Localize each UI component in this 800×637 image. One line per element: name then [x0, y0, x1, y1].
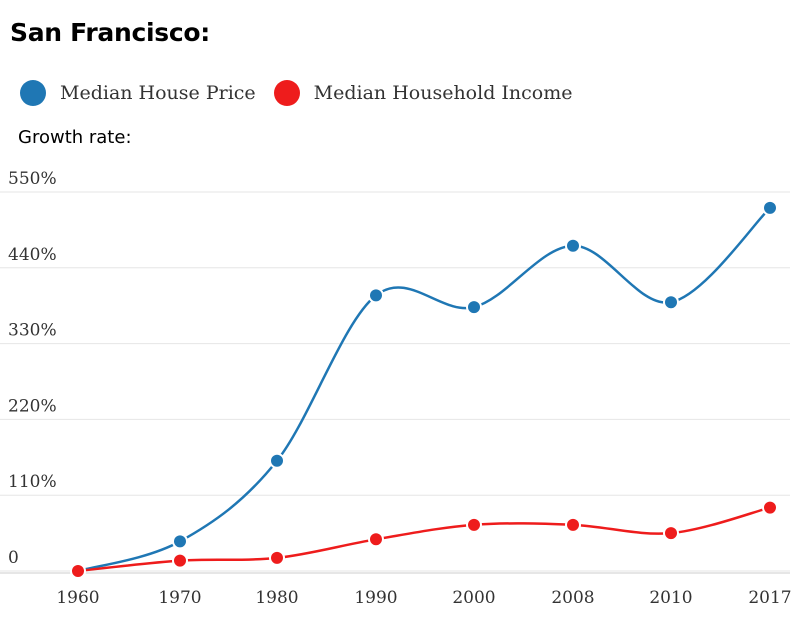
data-point-household-income	[565, 516, 581, 533]
x-tick-label: 2010	[649, 588, 692, 608]
legend-label-house: Median House Price	[60, 82, 256, 104]
y-axis-title: Growth rate:	[18, 127, 132, 148]
y-tick-label: 110%	[8, 472, 57, 492]
x-tick-label: 1990	[354, 588, 397, 608]
legend-item-income: Median Household Income	[273, 80, 573, 106]
data-point-household-income	[70, 563, 86, 579]
data-point-household-income	[466, 516, 482, 533]
x-tick-label: 2017	[748, 588, 791, 608]
y-tick-label: 220%	[8, 396, 57, 416]
legend: Median House Price Median Household Inco…	[20, 80, 590, 106]
x-tick-label: 1970	[158, 588, 201, 608]
chart-title: San Francisco:	[10, 18, 210, 47]
data-point-house-price	[565, 237, 581, 254]
data-point-household-income	[762, 499, 778, 516]
data-point-household-income	[368, 531, 384, 548]
y-tick-label: 440%	[8, 245, 57, 265]
legend-item-house: Median House Price	[20, 80, 256, 106]
y-tick-label: 0	[8, 548, 19, 568]
x-tick-label: 2008	[551, 588, 594, 608]
x-tick-label: 1980	[255, 588, 298, 608]
series-line-house-price	[77, 206, 771, 573]
data-point-household-income	[269, 549, 285, 566]
y-tick-label: 550%	[8, 169, 57, 189]
data-point-house-price	[762, 199, 778, 216]
legend-swatch-income	[273, 80, 300, 106]
data-point-house-price	[663, 294, 679, 311]
data-point-house-price	[269, 452, 285, 469]
data-point-household-income	[663, 525, 679, 542]
y-tick-label: 330%	[8, 321, 57, 341]
data-point-house-price	[172, 533, 188, 550]
legend-swatch-house	[20, 80, 46, 106]
legend-label-income: Median Household Income	[313, 82, 573, 104]
data-point-household-income	[172, 552, 188, 569]
x-tick-label: 1960	[56, 588, 99, 608]
data-point-house-price	[368, 287, 384, 304]
x-tick-label: 2000	[452, 588, 495, 608]
data-point-house-price	[466, 299, 482, 316]
